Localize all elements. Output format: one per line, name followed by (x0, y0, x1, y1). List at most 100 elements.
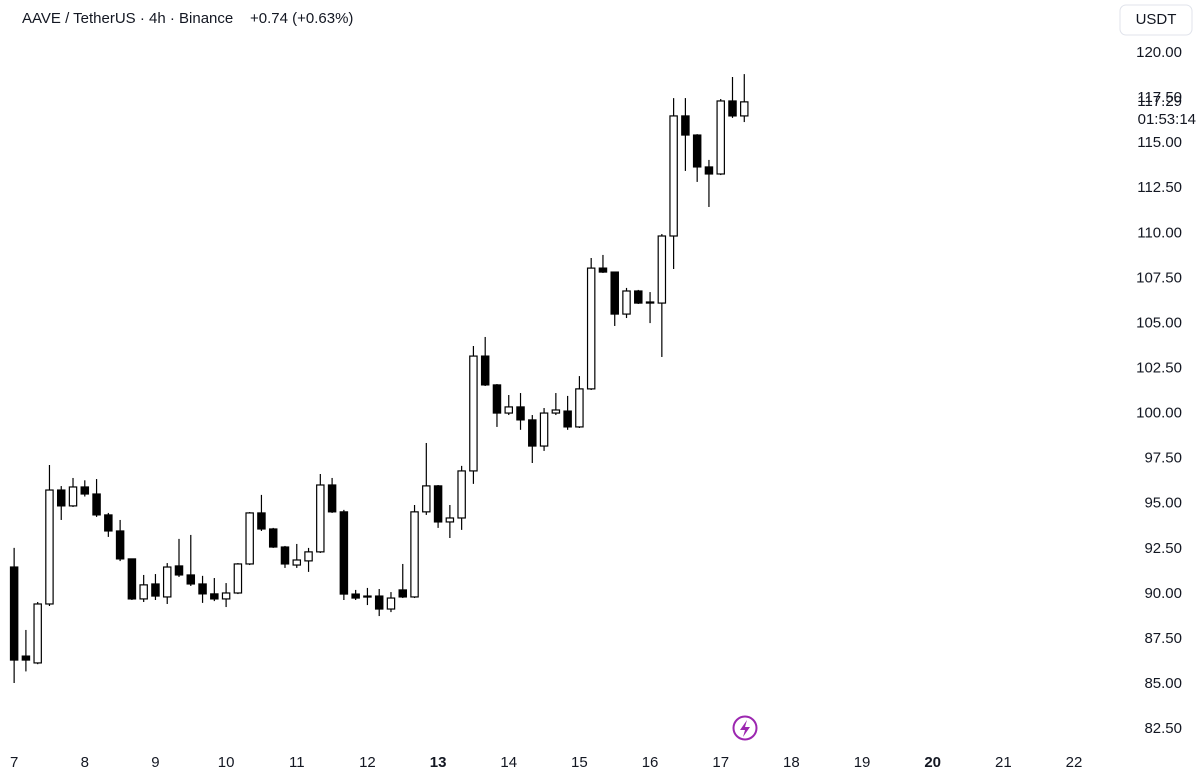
y-tick-label: 117.50 (1137, 89, 1182, 106)
candle-body (433, 485, 443, 523)
y-tick-label: 97.50 (1144, 450, 1182, 467)
x-tick-label: 22 (1066, 754, 1083, 771)
candle-body (516, 406, 525, 421)
y-tick-label: 100.00 (1136, 405, 1182, 422)
y-tick-label: 85.00 (1144, 675, 1182, 692)
candle-body (186, 574, 196, 585)
candle-body (316, 484, 325, 553)
countdown-label: 01:53:14 (1138, 111, 1196, 128)
symbol-title: AAVE / TetherUS · 4h · Binance (22, 10, 233, 27)
candle-body (598, 267, 608, 273)
x-tick-label: 15 (571, 754, 588, 771)
candle-body (681, 115, 690, 136)
candle-body (363, 595, 372, 598)
candle-body (622, 290, 631, 315)
x-tick-label: 17 (712, 754, 729, 771)
candle-body (80, 486, 90, 495)
y-tick-label: 82.50 (1144, 720, 1182, 737)
y-tick-label: 87.50 (1144, 630, 1182, 647)
x-tick-label: 13 (430, 754, 447, 771)
candle-body (740, 101, 749, 117)
x-tick-label: 9 (151, 754, 159, 771)
candle-body (221, 592, 231, 600)
candle-body (422, 485, 431, 513)
candle-body (174, 565, 184, 576)
candle-body (268, 528, 278, 548)
candle-body (245, 512, 254, 565)
candle-body (610, 271, 619, 315)
y-tick-label: 90.00 (1144, 585, 1182, 602)
candle-body (469, 355, 478, 472)
candle-body (634, 290, 643, 304)
candle-body (257, 512, 266, 530)
y-tick-label: 112.50 (1137, 179, 1182, 196)
x-tick-label: 18 (783, 754, 800, 771)
x-tick-label: 20 (924, 754, 941, 771)
candle-body (728, 100, 737, 117)
candle-body (45, 489, 54, 605)
candle-body (33, 603, 42, 664)
candle-body (563, 410, 572, 428)
x-tick-label: 16 (642, 754, 659, 771)
candle-body (539, 412, 549, 447)
x-tick-label: 7 (10, 754, 18, 771)
candle-body (210, 593, 219, 600)
candle-body (56, 489, 66, 507)
x-tick-label: 8 (81, 754, 89, 771)
candle-body (280, 546, 290, 565)
y-tick-label: 95.00 (1144, 495, 1182, 512)
candle-body (9, 566, 19, 661)
candle-body (457, 470, 466, 519)
x-tick-label: 12 (359, 754, 376, 771)
candle-body (657, 235, 667, 304)
candle-body (586, 267, 596, 390)
candle-body (151, 583, 160, 597)
currency-button[interactable] (1119, 4, 1193, 36)
y-tick-label: 120.00 (1136, 44, 1182, 61)
candle-body (115, 530, 125, 560)
x-tick-label: 21 (995, 754, 1012, 771)
y-tick-label: 115.00 (1137, 134, 1182, 151)
candle-body (551, 409, 561, 414)
candle-body (292, 559, 302, 566)
lightning-icon[interactable] (732, 715, 758, 741)
candle-body (492, 384, 502, 414)
candle-body (504, 406, 513, 414)
candle-body (92, 493, 101, 516)
candle-body (351, 593, 360, 599)
last-price-label: 117.29 (1137, 93, 1182, 110)
currency-label[interactable]: USDT (1136, 11, 1177, 28)
candle-body (480, 355, 490, 386)
x-tick-label: 14 (500, 754, 517, 771)
candle-body (716, 100, 725, 175)
y-tick-label: 110.00 (1137, 224, 1182, 241)
candle-body (327, 484, 337, 513)
candle-body (704, 166, 714, 175)
candle-body (445, 517, 455, 523)
candle-body (398, 589, 408, 598)
candle-body (233, 563, 243, 594)
candle-body (669, 115, 678, 237)
candle-body (645, 301, 655, 304)
candle-body (304, 551, 313, 562)
price-change: +0.74 (+0.63%) (250, 10, 353, 27)
x-tick-label: 11 (289, 754, 305, 771)
candle-body (386, 597, 396, 610)
candle-body (162, 566, 172, 598)
candle-body (528, 419, 537, 447)
x-tick-label: 19 (854, 754, 871, 771)
y-tick-label: 92.50 (1144, 540, 1182, 557)
x-tick-label: 10 (218, 754, 235, 771)
candle-body (575, 388, 584, 428)
y-tick-label: 105.00 (1136, 314, 1182, 331)
candle-body (410, 511, 419, 598)
candle-body (374, 595, 384, 610)
candle-body (339, 511, 349, 595)
y-tick-label: 102.50 (1136, 359, 1182, 376)
candle-body (692, 134, 702, 168)
candle-body (104, 514, 113, 532)
candle-body (68, 486, 78, 507)
candle-body (198, 583, 207, 595)
